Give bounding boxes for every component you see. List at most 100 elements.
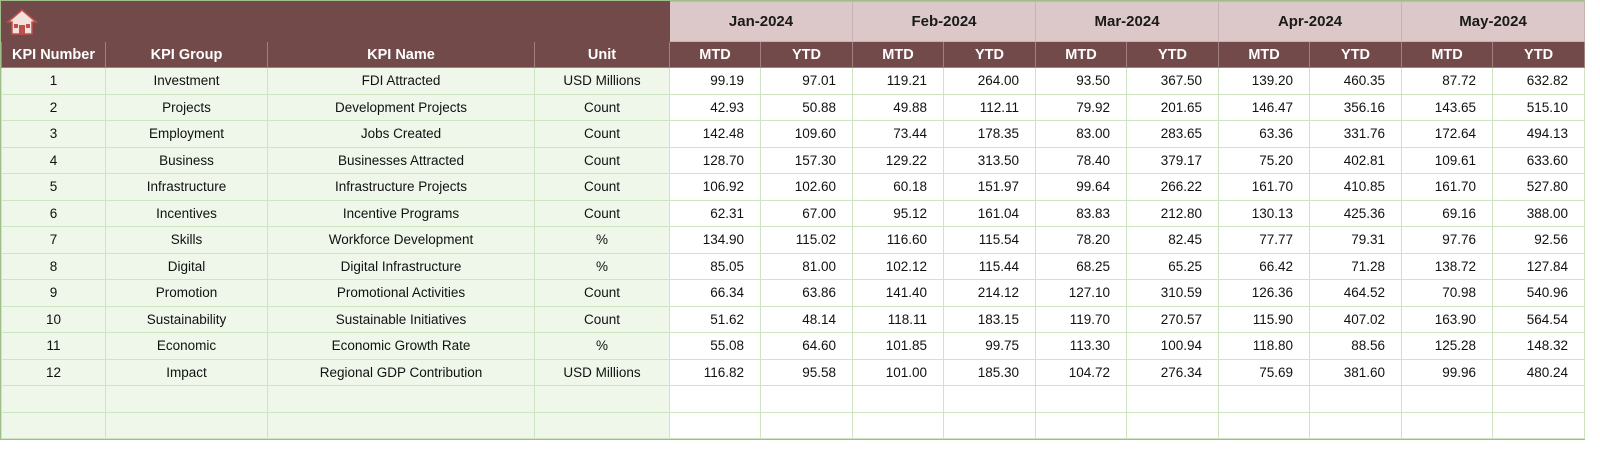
empty-cell bbox=[852, 411, 944, 439]
value-cell: 119.21 bbox=[852, 67, 944, 95]
value-cell: 75.69 bbox=[1218, 358, 1311, 386]
value-cell: 407.02 bbox=[1309, 305, 1403, 333]
value-cell: 63.86 bbox=[760, 279, 853, 307]
sub-header: MTD bbox=[1218, 41, 1311, 68]
home-icon[interactable] bbox=[6, 7, 38, 37]
value-cell: 141.40 bbox=[852, 279, 944, 307]
value-cell: 81.00 bbox=[760, 252, 853, 280]
empty-row bbox=[1, 411, 1586, 439]
sub-header: MTD bbox=[1035, 41, 1128, 68]
value-cell: 127.10 bbox=[1035, 279, 1128, 307]
value-cell: 119.70 bbox=[1035, 305, 1128, 333]
value-cell: 146.47 bbox=[1218, 93, 1311, 121]
value-cell: 73.44 bbox=[852, 120, 944, 148]
value-cell: 65.25 bbox=[1126, 252, 1220, 280]
kpi-table: Jan-2024 Feb-2024 Mar-2024 Apr-2024 May-2024… bbox=[1, 1, 1586, 439]
label-cell: FDI Attracted bbox=[267, 67, 535, 95]
label-cell: Economic bbox=[105, 332, 268, 360]
value-cell: 402.81 bbox=[1309, 146, 1403, 174]
label-cell: Incentives bbox=[105, 199, 268, 227]
value-cell: 283.65 bbox=[1126, 120, 1220, 148]
label-cell: Impact bbox=[105, 358, 268, 386]
data-row: 6 Incentives Incentive Programs Count 62.31 6… bbox=[1, 199, 1586, 227]
label-cell: Sustainability bbox=[105, 305, 268, 333]
value-cell: 527.80 bbox=[1492, 173, 1586, 201]
label-cell: Jobs Created bbox=[267, 120, 535, 148]
value-cell: 49.88 bbox=[852, 93, 944, 121]
empty-cell bbox=[534, 385, 670, 413]
kpi-sheet: Jan-2024 Feb-2024 Mar-2024 Apr-2024 May-2024… bbox=[0, 0, 1586, 440]
value-cell: 60.18 bbox=[852, 173, 944, 201]
column-header: KPI Number bbox=[1, 41, 106, 68]
empty-cell bbox=[1492, 411, 1586, 439]
value-cell: 540.96 bbox=[1492, 279, 1586, 307]
empty-cell bbox=[1309, 411, 1403, 439]
value-cell: 172.64 bbox=[1401, 120, 1494, 148]
label-cell: Count bbox=[534, 146, 670, 174]
sub-header: YTD bbox=[1126, 41, 1220, 68]
value-cell: 50.88 bbox=[760, 93, 853, 121]
empty-row bbox=[1, 385, 1586, 413]
value-cell: 129.22 bbox=[852, 146, 944, 174]
data-row: 11 Economic Economic Growth Rate% 55.08 64.6… bbox=[1, 332, 1586, 360]
label-cell: 4 bbox=[1, 146, 106, 174]
value-cell: 115.90 bbox=[1218, 305, 1311, 333]
value-cell: 151.97 bbox=[942, 173, 1037, 201]
column-header: Unit bbox=[534, 41, 670, 68]
value-cell: 109.61 bbox=[1401, 146, 1494, 174]
value-cell: 388.00 bbox=[1492, 199, 1586, 227]
value-cell: 379.17 bbox=[1126, 146, 1220, 174]
empty-cell bbox=[534, 411, 670, 439]
empty-cell bbox=[1401, 385, 1494, 413]
value-cell: 100.94 bbox=[1126, 332, 1220, 360]
value-cell: 425.36 bbox=[1309, 199, 1403, 227]
value-cell: 69.16 bbox=[1401, 199, 1494, 227]
label-cell: 6 bbox=[1, 199, 106, 227]
empty-cell bbox=[942, 411, 1037, 439]
label-cell: 1 bbox=[1, 67, 106, 95]
label-cell: Count bbox=[534, 199, 670, 227]
label-cell: Development Projects bbox=[267, 93, 535, 121]
label-cell: % bbox=[534, 226, 670, 254]
data-row: 10 Sustainability Sustainable Initiatives C… bbox=[1, 305, 1586, 333]
value-cell: 185.30 bbox=[942, 358, 1037, 386]
value-cell: 367.50 bbox=[1126, 67, 1220, 95]
sub-header: YTD bbox=[1309, 41, 1403, 68]
value-cell: 83.83 bbox=[1035, 199, 1128, 227]
label-cell: Business bbox=[105, 146, 268, 174]
value-cell: 55.08 bbox=[669, 332, 761, 360]
value-cell: 85.05 bbox=[669, 252, 761, 280]
value-cell: 148.32 bbox=[1492, 332, 1586, 360]
label-cell: 8 bbox=[1, 252, 106, 280]
label-cell: USD Millions bbox=[534, 67, 670, 95]
value-cell: 264.00 bbox=[942, 67, 1037, 95]
label-cell: Investment bbox=[105, 67, 268, 95]
value-cell: 79.31 bbox=[1309, 226, 1403, 254]
label-cell: % bbox=[534, 252, 670, 280]
empty-cell bbox=[1126, 411, 1220, 439]
value-cell: 142.48 bbox=[669, 120, 761, 148]
value-cell: 99.96 bbox=[1401, 358, 1494, 386]
data-row: 5 Infrastructure Infrastructure Projects Co… bbox=[1, 173, 1586, 201]
value-cell: 201.65 bbox=[1126, 93, 1220, 121]
label-cell: 9 bbox=[1, 279, 106, 307]
value-cell: 99.75 bbox=[942, 332, 1037, 360]
value-cell: 116.60 bbox=[852, 226, 944, 254]
value-cell: 70.98 bbox=[1401, 279, 1494, 307]
value-cell: 97.76 bbox=[1401, 226, 1494, 254]
value-cell: 97.01 bbox=[760, 67, 853, 95]
value-cell: 266.22 bbox=[1126, 173, 1220, 201]
value-cell: 115.02 bbox=[760, 226, 853, 254]
value-cell: 480.24 bbox=[1492, 358, 1586, 386]
empty-cell bbox=[760, 411, 853, 439]
value-cell: 112.11 bbox=[942, 93, 1037, 121]
value-cell: 101.00 bbox=[852, 358, 944, 386]
value-cell: 464.52 bbox=[1309, 279, 1403, 307]
month-header: Mar-2024 bbox=[1035, 1, 1220, 42]
label-cell: Promotion bbox=[105, 279, 268, 307]
month-header-row: Jan-2024 Feb-2024 Mar-2024 Apr-2024 May-2024 bbox=[1, 1, 1586, 42]
value-cell: 128.70 bbox=[669, 146, 761, 174]
value-cell: 66.34 bbox=[669, 279, 761, 307]
empty-cell bbox=[267, 385, 535, 413]
label-cell: Regional GDP Contribution bbox=[267, 358, 535, 386]
